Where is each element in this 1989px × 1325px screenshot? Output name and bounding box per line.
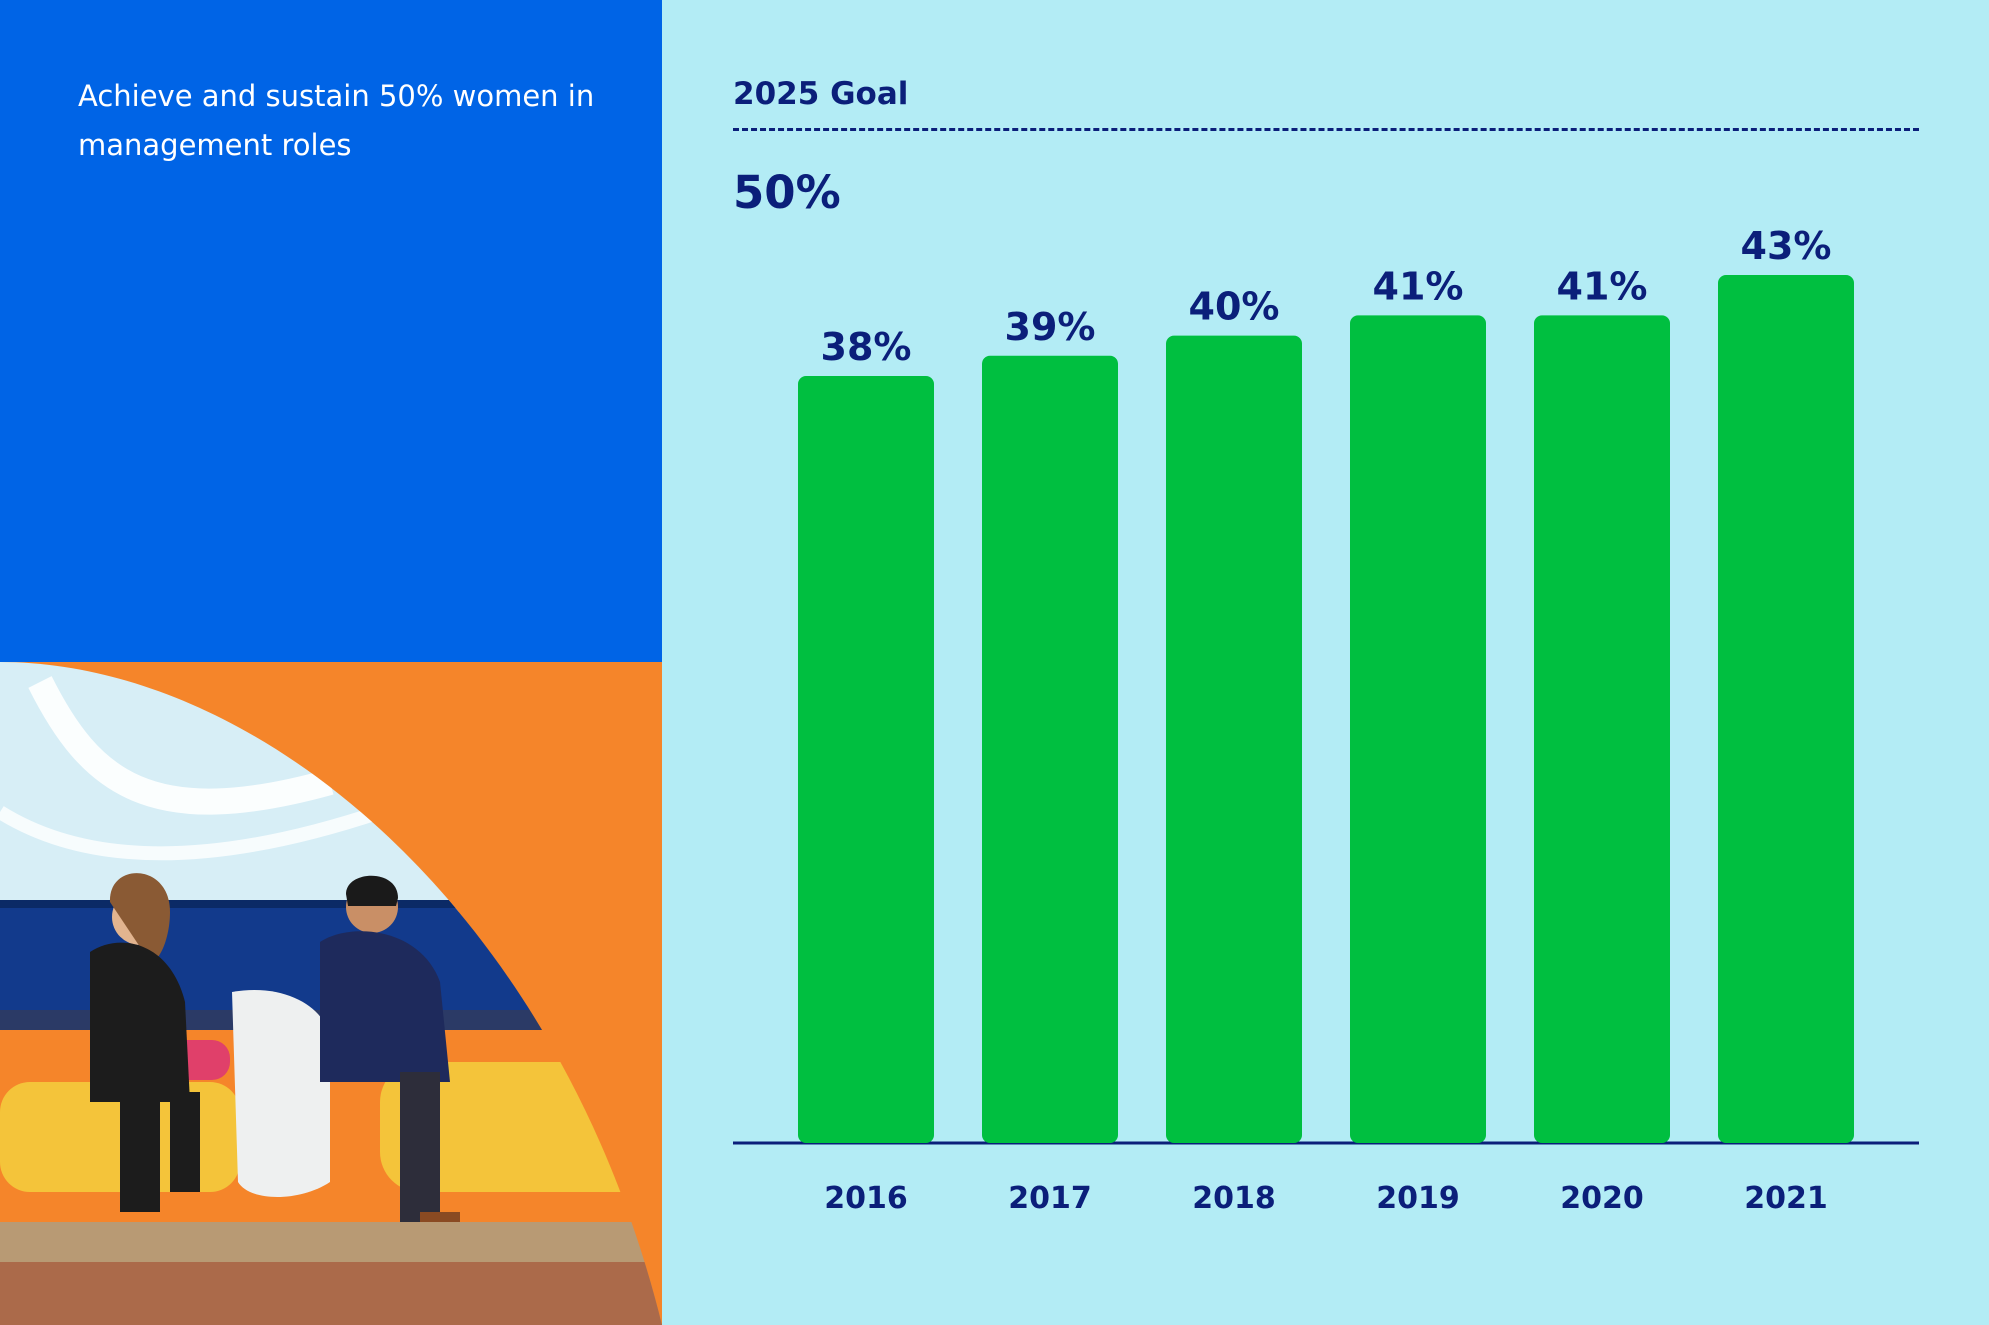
tick-label-2018: 2018 [1192,1181,1276,1216]
data-label-2021: 43% [1741,224,1832,268]
photo-panel [0,662,662,1325]
tick-label-2021: 2021 [1744,1181,1828,1216]
bar-2020 [1534,315,1670,1143]
headline-text: Achieve and sustain 50% women in managem… [78,79,595,162]
goal-value: 50% [733,166,841,219]
data-label-2016: 38% [821,325,912,369]
tick-label-2019: 2019 [1376,1181,1460,1216]
bar-2019 [1350,315,1486,1143]
data-label-2020: 41% [1557,264,1648,308]
tick-label-2017: 2017 [1008,1181,1092,1216]
tick-label-2020: 2020 [1560,1181,1644,1216]
data-label-2017: 39% [1005,305,1096,349]
bar-2017 [982,355,1118,1143]
headline-panel: Achieve and sustain 50% women in managem… [0,0,662,662]
data-label-2019: 41% [1373,264,1464,308]
tick-label-2016: 2016 [824,1181,908,1216]
bar-2018 [1166,335,1302,1144]
bar-2021 [1718,275,1854,1143]
goal-dashed-line [733,128,1919,131]
data-label-2018: 40% [1189,285,1280,329]
goal-label: 2025 Goal [733,76,909,112]
photo-two-people-talking [0,662,662,1325]
bar-2016 [798,376,934,1143]
